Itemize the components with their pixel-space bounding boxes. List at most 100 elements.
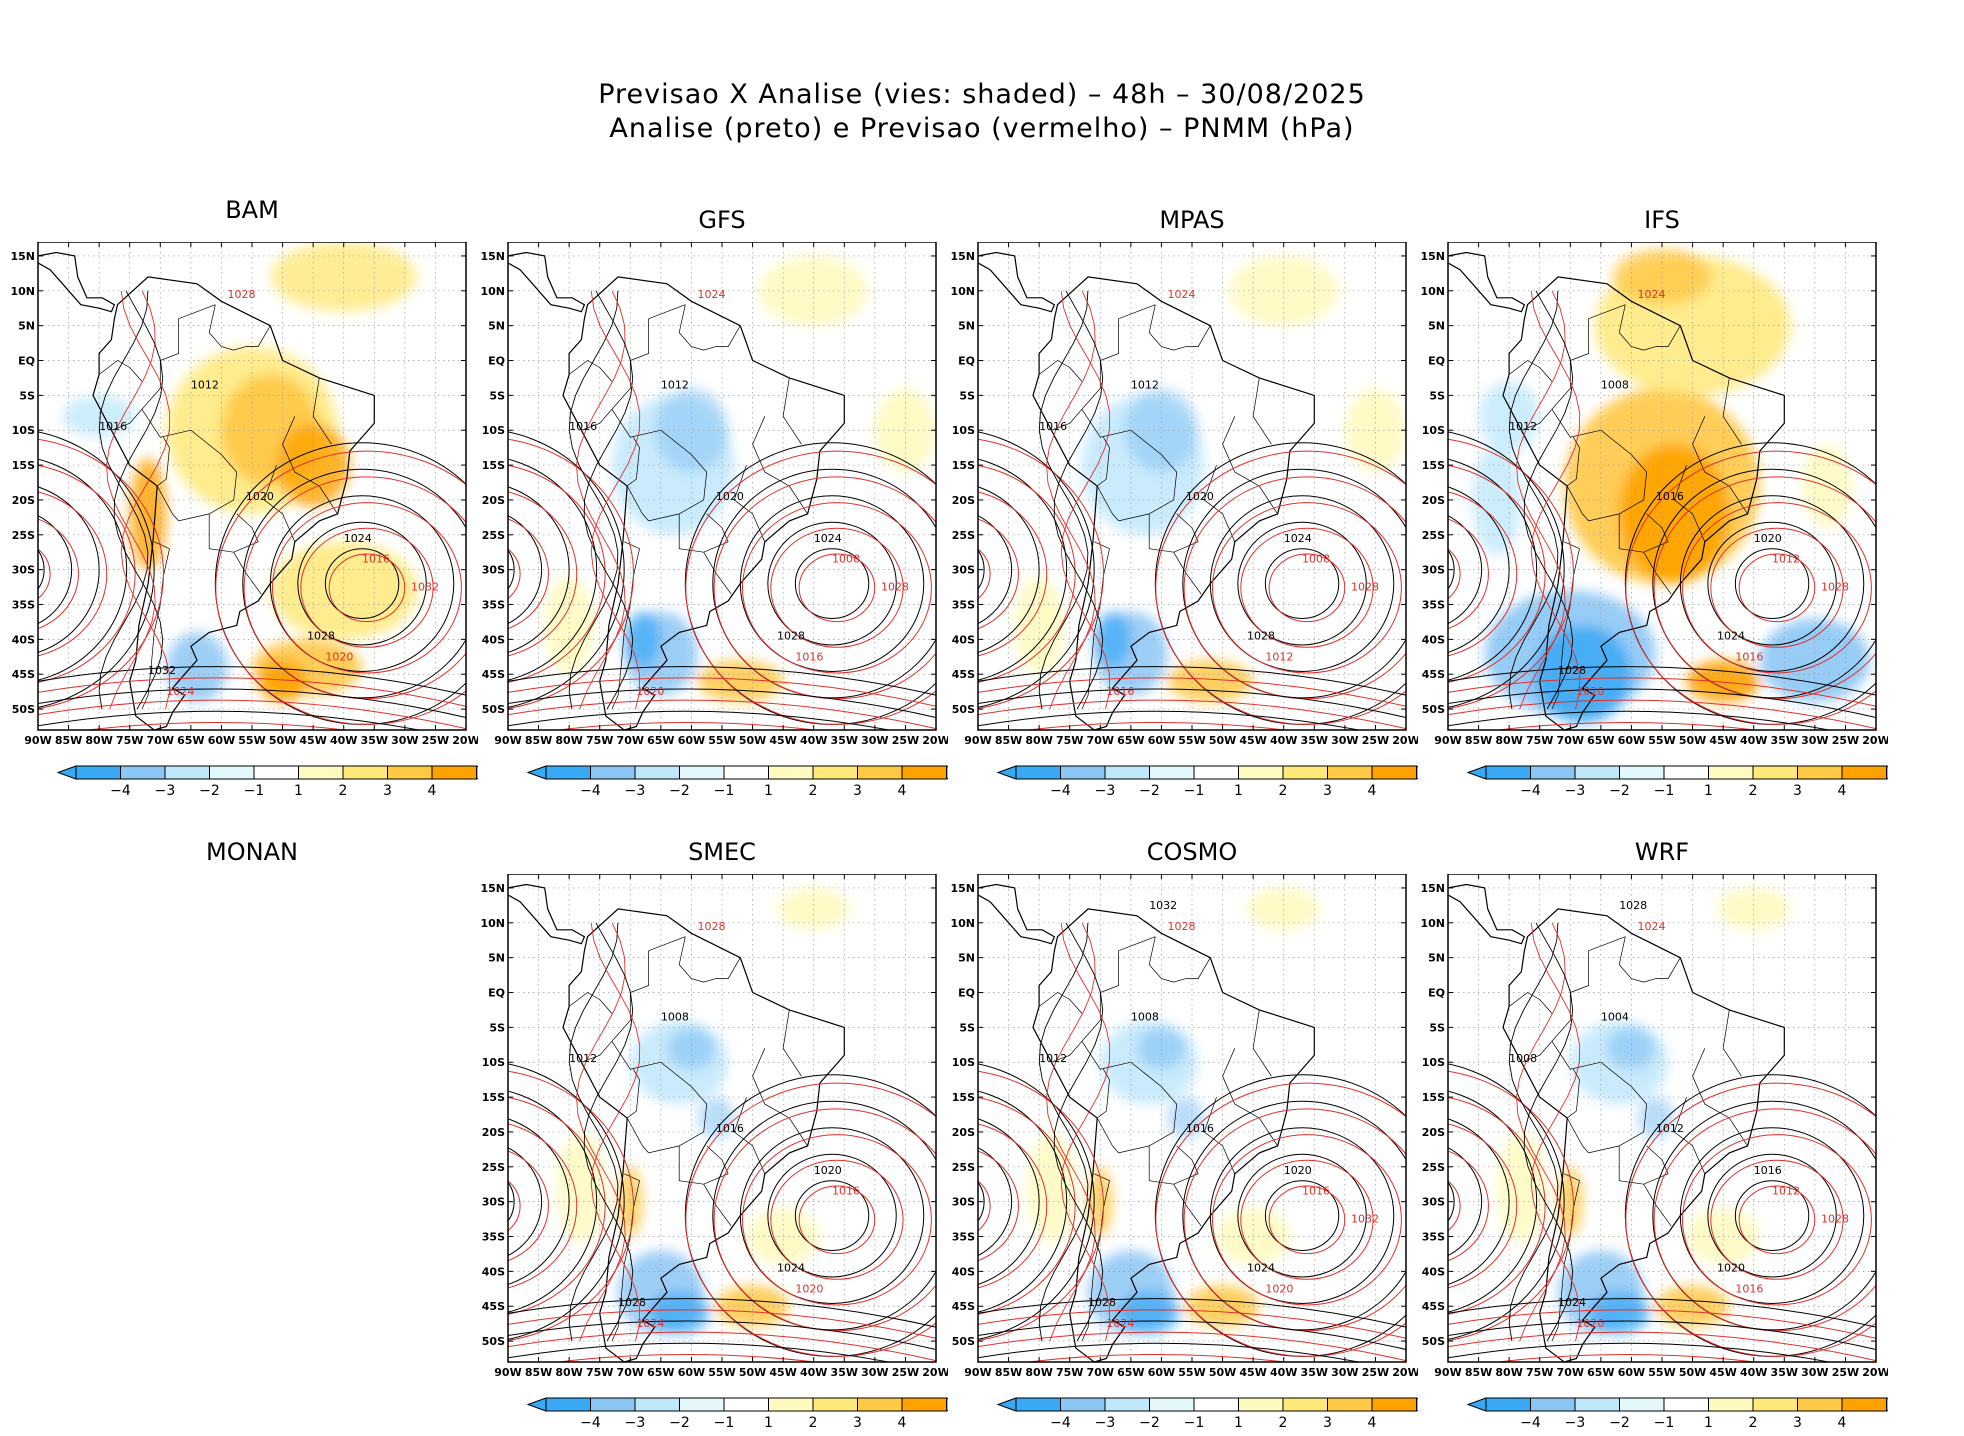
central-america-outline — [38, 251, 116, 313]
colorbar-segment — [1841, 1397, 1887, 1412]
analysis-isobar — [1734, 548, 1810, 619]
forecast-isobar — [508, 1123, 578, 1289]
y-tick-label: 45S — [482, 1300, 505, 1313]
forecast-isobar — [978, 1096, 1076, 1315]
forecast-isobar — [685, 1082, 936, 1357]
forecast-isobar — [1493, 721, 1759, 730]
forecast-isobar — [576, 922, 626, 1342]
y-tick-label: 50S — [12, 703, 35, 716]
country-border — [1252, 377, 1272, 445]
x-tick-label: 75W — [1056, 734, 1083, 747]
y-tick-label: 30S — [952, 564, 975, 577]
forecast-isobar — [978, 1331, 1406, 1362]
y-tick-label: 45S — [1422, 1300, 1445, 1313]
country-border — [1643, 1184, 1672, 1227]
y-tick-label: 10N — [950, 285, 975, 298]
south-america-outline — [562, 276, 845, 730]
y-tick-label: 25S — [952, 529, 975, 542]
country-border — [703, 552, 732, 595]
bias-blob — [624, 611, 661, 668]
x-tick-label: 80W — [1495, 734, 1522, 747]
x-tick-label: 80W — [555, 734, 582, 747]
bias-blob — [1247, 887, 1321, 930]
forecast-isobar — [978, 438, 1104, 709]
analysis-isobar — [1707, 1153, 1837, 1278]
y-tick-label: 5N — [1428, 952, 1445, 965]
colorbar-segment — [679, 1397, 725, 1412]
analysis-isobar — [297, 521, 427, 646]
forecast-isobar — [1530, 290, 1581, 710]
x-tick-label: 80W — [1025, 734, 1052, 747]
analysis-isobar — [508, 1063, 625, 1340]
colorbar-label: 4 — [1368, 783, 1377, 799]
analysis-isobar-label: 1004 — [1601, 1010, 1629, 1023]
country-border — [1081, 541, 1110, 710]
y-tick-label: 20S — [952, 1126, 975, 1139]
analysis-isobar — [978, 1147, 1013, 1257]
y-tick-label: 15S — [952, 1091, 975, 1104]
forecast-isobar — [1155, 1082, 1406, 1357]
analysis-isobar — [978, 666, 1406, 696]
analysis-isobar — [508, 1320, 936, 1350]
y-tick-label: 35S — [482, 1231, 505, 1244]
bias-map: 1008 1012 1016 1020 1024 1028 1012 1016 1020 1024… — [1420, 242, 1888, 799]
x-tick-label: 30W — [391, 734, 418, 747]
country-border — [1551, 541, 1580, 710]
x-tick-label: 65W — [1587, 734, 1614, 747]
analysis-isobar-label: 1008 — [1509, 1052, 1537, 1065]
x-tick-label: 20W — [1862, 734, 1888, 747]
y-tick-label: 15S — [952, 459, 975, 472]
analysis-isobar — [712, 468, 936, 699]
panel-ifs: IFS 1008 1012 1016 1020 1024 1028 1012 1016 1020 1… — [1418, 200, 1908, 800]
x-tick-label: 35W — [831, 734, 858, 747]
country-border — [1038, 992, 1083, 1014]
y-tick-label: 10N — [1420, 917, 1445, 930]
x-tick-label: 70W — [617, 1366, 644, 1379]
bias-blob — [1478, 381, 1540, 452]
forecast-isobar-label: 1008 — [832, 553, 860, 566]
x-tick-label: 50W — [739, 1366, 766, 1379]
colorbar-label: −3 — [625, 783, 646, 799]
forecast-isobar — [1448, 1123, 1518, 1289]
country-border — [1148, 1145, 1199, 1185]
forecast-isobar — [978, 699, 1406, 730]
bias-map: 1012 1016 1020 1024 1028 1008 1016 1020 1024 1028… — [480, 242, 948, 799]
country-border — [1551, 936, 1648, 1154]
panel-title: IFS — [1644, 206, 1680, 234]
analysis-isobar-label: 1012 — [1131, 378, 1159, 391]
y-tick-label: 5N — [958, 320, 975, 333]
colorbar-segment — [209, 765, 255, 780]
x-tick-label: 55W — [708, 734, 735, 747]
colorbar-segment — [1530, 765, 1576, 780]
colorbar-label: 2 — [809, 783, 818, 799]
y-tick-label: 45S — [1422, 668, 1445, 681]
colorbar-segment — [1282, 1397, 1328, 1412]
analysis-isobar — [1508, 922, 1559, 1342]
forecast-isobar — [1681, 502, 1872, 674]
x-tick-label: 50W — [1679, 734, 1706, 747]
y-tick-label: 5N — [958, 952, 975, 965]
analysis-isobar — [1679, 1127, 1865, 1304]
colorbar-label: −4 — [110, 783, 131, 799]
colorbar-label: 4 — [1838, 1415, 1847, 1431]
analysis-isobar — [1237, 521, 1367, 646]
forecast-isobar — [1183, 1108, 1406, 1332]
y-tick-label: 25S — [482, 529, 505, 542]
forecast-isobar-label: 1024 — [1638, 920, 1666, 933]
forecast-isobar — [1046, 290, 1096, 710]
colorbar-label: −4 — [1050, 783, 1071, 799]
forecast-isobar — [1448, 1331, 1876, 1362]
forecast-isobar — [978, 518, 1019, 630]
bias-blob — [1613, 248, 1711, 305]
analysis-isobar-label: 1016 — [1186, 1122, 1214, 1135]
analysis-isobar-label: 1020 — [716, 490, 744, 503]
y-tick-label: 10N — [480, 285, 505, 298]
colorbar-segment — [545, 765, 591, 780]
analysis-isobar — [1264, 548, 1340, 619]
x-tick-label: 30W — [861, 1366, 888, 1379]
analysis-isobar-label: 1020 — [1717, 1261, 1745, 1274]
y-tick-label: 45S — [952, 668, 975, 681]
colorbar: −4 −3 −2 −1 1 2 3 4 — [526, 765, 948, 799]
title-line-1: Previsao X Analise (vies: shaded) – 48h … — [598, 79, 1366, 110]
south-america-outline — [562, 908, 845, 1362]
